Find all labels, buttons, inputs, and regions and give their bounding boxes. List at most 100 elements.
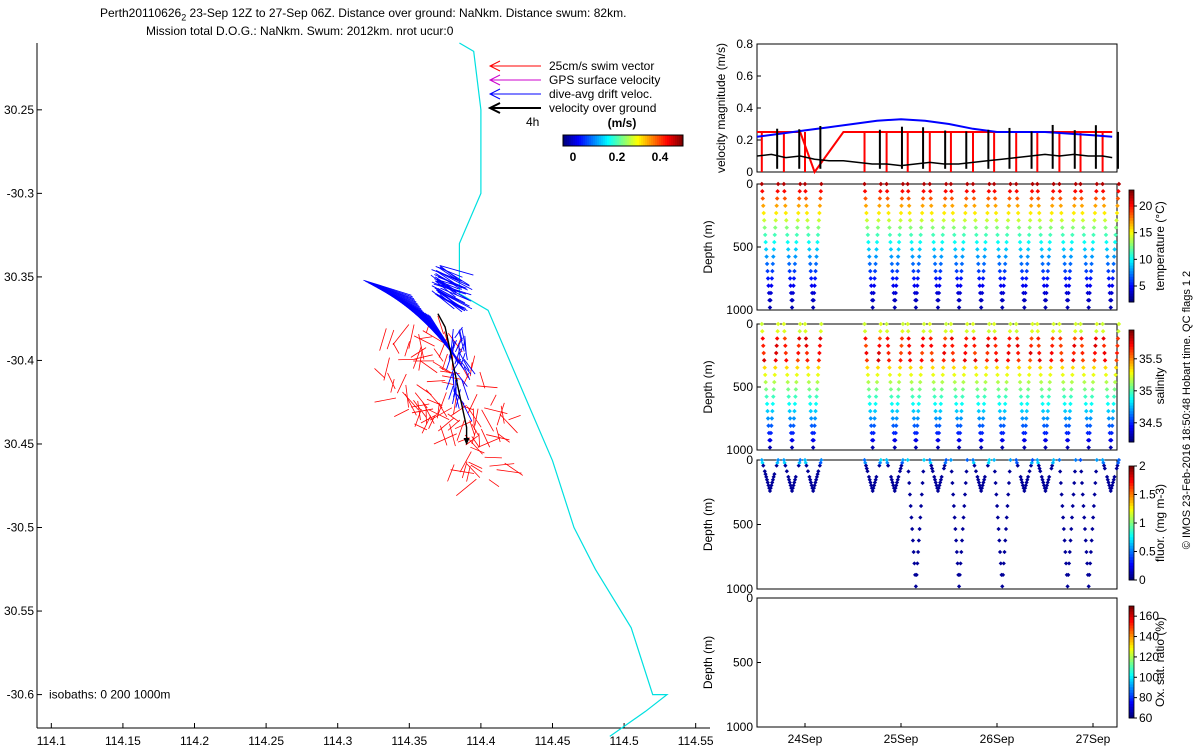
drift-vector	[437, 276, 467, 289]
fluorescence-marker	[951, 492, 956, 497]
salinity-marker	[975, 387, 980, 392]
salinity-marker	[961, 379, 966, 385]
temperature-marker	[808, 268, 814, 274]
salinity-marker	[1078, 329, 1084, 334]
swim-vector	[386, 329, 395, 350]
temperature-marker	[939, 254, 944, 259]
fluorescence-colorbar-cell	[1129, 545, 1134, 550]
salinity-colorbar-cell	[1129, 397, 1134, 401]
map-colorbar-label: (m/s)	[608, 116, 637, 130]
salinity-marker	[928, 336, 934, 341]
temperature-marker	[1047, 247, 1052, 252]
swim-vector	[465, 435, 478, 446]
fluorescence-colorbar-cell	[1129, 485, 1134, 490]
salinity-marker	[943, 321, 949, 327]
temperature-marker	[915, 276, 921, 281]
salinity-colorbar-cell	[1129, 428, 1134, 432]
drift-vector	[458, 330, 465, 352]
fluorescence-marker	[915, 549, 921, 555]
temperature-marker	[1091, 225, 1097, 230]
temperature-marker	[762, 232, 768, 238]
salinity-marker	[868, 408, 873, 414]
fluorescence-marker	[1081, 503, 1086, 509]
salinity-marker	[864, 350, 869, 356]
temperature-colorbar-cell	[1129, 243, 1134, 247]
temperature-marker	[1023, 283, 1029, 288]
temperature-marker	[973, 225, 979, 230]
fluorescence-marker	[916, 538, 921, 543]
fluorescence-marker	[805, 469, 811, 474]
temperature-marker	[1078, 189, 1084, 194]
temperature-colorbar-cell	[1129, 257, 1134, 261]
salinity-marker	[991, 321, 997, 327]
salinity-marker	[986, 336, 991, 341]
fluorescence-marker	[952, 515, 957, 520]
temperature-marker	[814, 247, 820, 252]
salinity-marker	[985, 343, 991, 349]
salinity-marker	[773, 358, 778, 363]
map-colorbar-cell	[585, 135, 588, 146]
salinity-marker	[1063, 423, 1069, 428]
salinity-marker	[761, 350, 766, 356]
map-colorbar-cell	[627, 135, 630, 146]
oxygen-colorbar-cell	[1129, 690, 1134, 694]
salinity-marker	[1105, 401, 1111, 407]
temperature-marker	[1071, 210, 1077, 216]
temperature-marker	[782, 196, 788, 201]
salinity-marker	[1092, 350, 1098, 356]
salinity-marker	[1057, 321, 1062, 327]
salinity-marker	[972, 350, 978, 356]
temperature-marker	[763, 247, 769, 252]
fluorescence-colorbar-tick-label: 1	[1139, 516, 1146, 530]
salinity-marker	[916, 401, 922, 407]
salinity-marker	[960, 394, 965, 399]
salinity-marker	[1109, 423, 1115, 428]
temperature-colorbar-frame	[1128, 189, 1135, 303]
salinity-marker	[961, 372, 967, 378]
temperature-marker	[794, 239, 799, 245]
salinity-marker	[774, 343, 779, 349]
salinity-marker	[886, 358, 892, 363]
temperature-marker	[958, 276, 964, 281]
salinity-marker	[1016, 358, 1021, 363]
salinity-marker	[1069, 379, 1075, 385]
temperature-marker	[1044, 283, 1050, 288]
swim-vector	[413, 335, 435, 347]
temperature-colorbar-cell	[1129, 229, 1134, 233]
fluorescence-marker	[959, 538, 965, 543]
temperature-marker	[1002, 268, 1007, 274]
temperature-marker	[941, 210, 947, 216]
salinity-marker	[1036, 336, 1041, 341]
temperature-marker	[1036, 203, 1042, 209]
fluorescence-colorbar-cell	[1129, 562, 1134, 567]
temperature-marker	[761, 210, 766, 216]
temperature-marker	[1045, 268, 1051, 274]
temperature-colorbar-cell	[1129, 285, 1134, 289]
temperature-colorbar-cell	[1129, 201, 1134, 205]
temperature-marker	[871, 283, 877, 288]
temperature-marker	[1079, 196, 1084, 201]
salinity-marker	[1067, 416, 1072, 421]
salinity-marker	[1059, 350, 1064, 356]
salinity-marker	[804, 343, 809, 349]
temperature-marker	[1116, 189, 1121, 194]
temperature-marker	[930, 232, 936, 238]
fluorescence-marker	[915, 561, 920, 566]
temperature-marker	[1060, 239, 1066, 245]
map-colorbar-cell	[603, 135, 606, 146]
salinity-marker	[1111, 394, 1117, 399]
temperature-marker	[940, 225, 946, 230]
salinity-marker	[1080, 350, 1085, 356]
salinity-marker	[1027, 358, 1033, 363]
temperature-marker	[996, 247, 1001, 252]
salinity-marker	[996, 394, 1002, 399]
salinity-marker	[808, 401, 813, 407]
salinity-marker	[805, 365, 811, 370]
temperature-marker	[932, 254, 937, 259]
fluorescence-colorbar-cell	[1129, 551, 1134, 555]
swim-vector	[398, 358, 418, 361]
